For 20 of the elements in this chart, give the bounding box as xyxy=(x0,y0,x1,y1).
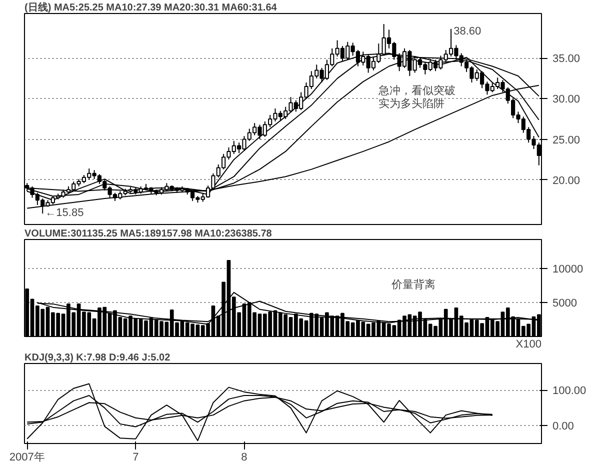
x-tick-label: 8 xyxy=(241,452,248,464)
y-tick-label: 30.00 xyxy=(552,94,580,106)
annotation: 38.60 xyxy=(454,26,482,38)
chart-title: (日线) MA5:25.25 MA10:27.39 MA20:30.31 MA60:31.64 xyxy=(24,2,278,14)
y-tick-label: 20.00 xyxy=(552,174,580,187)
y-tick-label: 10000 xyxy=(552,264,584,276)
y-tick-label: 0.00 xyxy=(552,420,574,433)
y-tick-label: 25.00 xyxy=(552,134,580,146)
annotation: ←15.85 xyxy=(45,206,84,219)
annotation: 实为多头陷阱 xyxy=(378,97,445,110)
chart-title: KDJ(9,3,3) K:7.98 D:9.46 J:5.02 xyxy=(24,352,171,364)
text: X100 xyxy=(516,338,542,350)
chart-title: VOLUME:301135.25 MA5:189157.98 MA10:236385.78 xyxy=(24,228,272,240)
x-tick-label: 7 xyxy=(132,452,139,464)
y-tick-label: 35.00 xyxy=(552,53,580,66)
y-tick-label: 5000 xyxy=(552,298,577,310)
x-tick-label: 2007年 xyxy=(9,452,45,464)
annotation: 价量背离 xyxy=(390,278,436,291)
annotation: 急冲，看似突破 xyxy=(378,84,456,98)
y-tick-label: 100.00 xyxy=(552,385,586,398)
